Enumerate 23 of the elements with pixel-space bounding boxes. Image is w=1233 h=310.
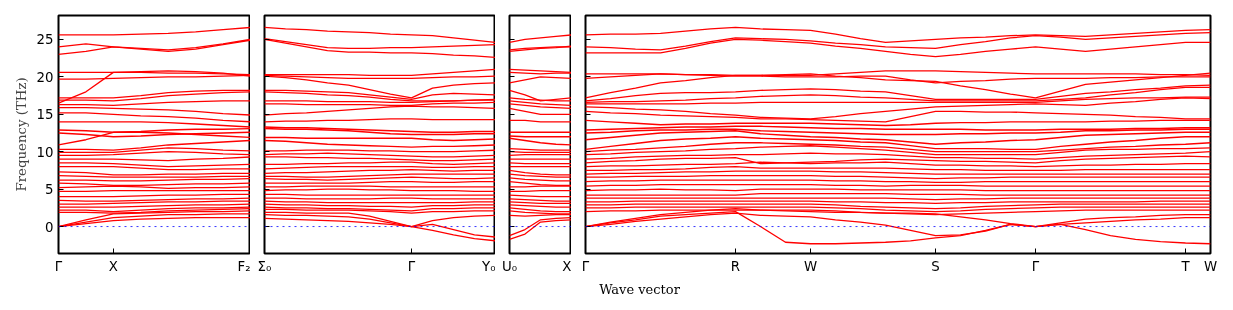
x-tick-label: T xyxy=(1180,258,1191,274)
y-tick-label: 15 xyxy=(36,107,54,123)
x-tick-label: F₂ xyxy=(237,258,251,274)
x-tick-label: Y₀ xyxy=(481,258,496,274)
x-axis-title: Wave vector xyxy=(599,281,680,299)
x-tick-label: Γ xyxy=(1031,258,1040,274)
x-tick-label: W xyxy=(803,258,818,274)
x-tick-label: X xyxy=(108,258,118,274)
x-tick-label: S xyxy=(931,258,940,274)
x-tick-label: Γ xyxy=(54,258,63,274)
x-tick-label: W xyxy=(1203,258,1218,274)
y-tick-label: 5 xyxy=(45,182,54,198)
x-tick-label: U₀ xyxy=(501,258,518,274)
y-tick-label: 25 xyxy=(36,32,54,48)
x-tick-label: Σ₀ xyxy=(257,258,272,274)
x-tick-label: R xyxy=(730,258,741,274)
x-tick-label: Γ xyxy=(581,258,590,274)
y-tick-label: 20 xyxy=(36,69,54,85)
x-tick-label: X xyxy=(562,258,572,274)
x-tick-label: Γ xyxy=(407,258,416,274)
y-axis-title: Frequency (THz) xyxy=(13,77,29,192)
y-tick-label: 10 xyxy=(36,144,54,160)
y-tick-label: 0 xyxy=(45,219,54,235)
